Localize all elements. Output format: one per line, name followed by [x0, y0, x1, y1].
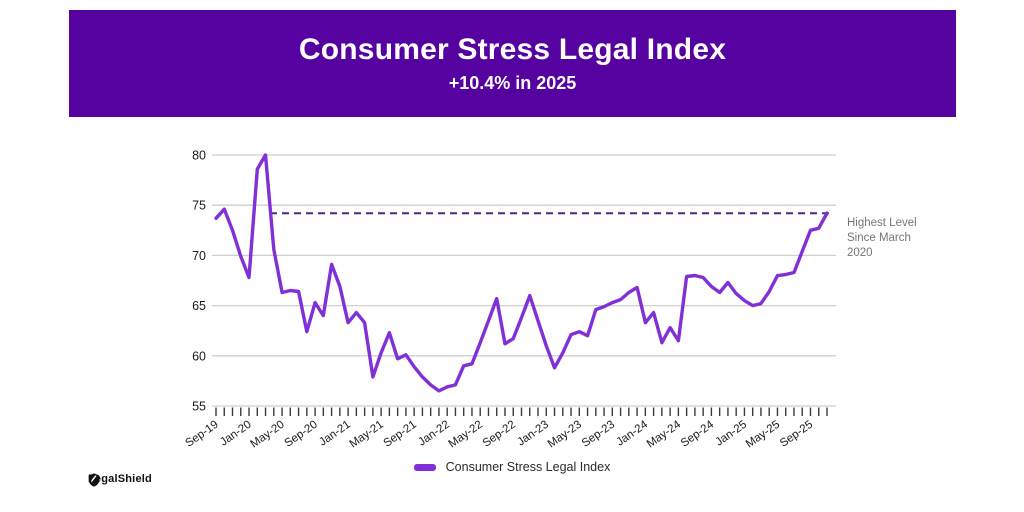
chart-legend: Consumer Stress Legal Index	[0, 460, 1024, 474]
svg-text:Jan-24: Jan-24	[614, 418, 650, 448]
svg-text:Sep-23: Sep-23	[580, 419, 617, 450]
legend-label: Consumer Stress Legal Index	[445, 460, 611, 474]
logo-text: LegalShield	[88, 473, 152, 485]
svg-text:70: 70	[192, 249, 206, 263]
svg-text:Jan-22: Jan-22	[416, 419, 452, 449]
svg-text:May-25: May-25	[744, 419, 782, 451]
svg-text:Jan-21: Jan-21	[317, 419, 353, 449]
banner: Consumer Stress Legal Index +10.4% in 20…	[69, 10, 956, 117]
svg-text:Jan-25: Jan-25	[713, 419, 749, 449]
svg-text:Sep-22: Sep-22	[481, 419, 518, 450]
shield-icon	[88, 473, 100, 487]
svg-text:Sep-24: Sep-24	[679, 418, 717, 449]
svg-text:Sep-21: Sep-21	[382, 419, 419, 450]
svg-text:Jan-20: Jan-20	[218, 419, 254, 449]
svg-text:80: 80	[192, 149, 206, 163]
page-subtitle: +10.4% in 2025	[448, 73, 577, 94]
svg-text:55: 55	[192, 400, 206, 414]
svg-text:Sep-19: Sep-19	[183, 419, 220, 450]
svg-text:Jan-23: Jan-23	[515, 419, 551, 449]
svg-text:65: 65	[192, 299, 206, 313]
svg-text:Sep-25: Sep-25	[778, 419, 815, 450]
svg-text:60: 60	[192, 349, 206, 363]
svg-text:May-24: May-24	[645, 418, 684, 450]
svg-text:May-22: May-22	[447, 419, 485, 451]
svg-text:May-20: May-20	[248, 419, 286, 451]
svg-text:75: 75	[192, 199, 206, 213]
reference-annotation: Highest Level Since March 2020	[847, 217, 917, 260]
legalshield-logo: LegalShield	[88, 473, 152, 487]
svg-text:Sep-20: Sep-20	[283, 419, 320, 450]
svg-text:May-21: May-21	[348, 419, 386, 451]
page-title: Consumer Stress Legal Index	[298, 32, 727, 66]
svg-text:May-23: May-23	[546, 419, 584, 451]
legend-swatch-icon	[413, 463, 436, 471]
